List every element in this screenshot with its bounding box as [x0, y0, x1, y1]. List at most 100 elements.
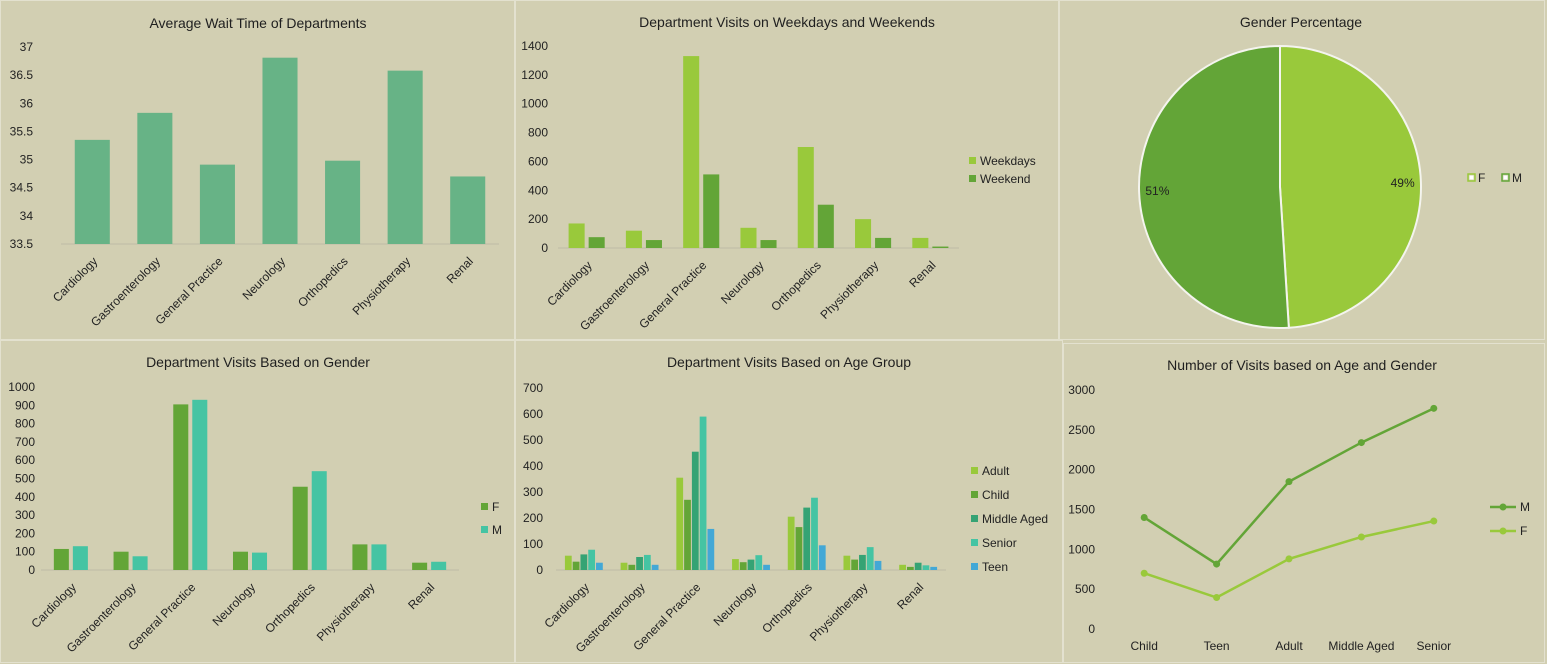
bar-teen-neurology	[763, 564, 770, 570]
legend-swatch-m	[481, 526, 488, 533]
bar-m-general-practice	[192, 399, 208, 570]
legend-label-senior: Senior	[982, 536, 1017, 550]
y-tick-label: 0	[1088, 622, 1095, 636]
bar-value-neurology	[262, 57, 298, 244]
legend-label-f: F	[1520, 524, 1527, 538]
category-label: Child	[1131, 639, 1158, 653]
bar-teen-orthopedics	[818, 545, 826, 570]
chart-title: Number of Visits based on Age and Gender	[1167, 357, 1437, 373]
category-label: Cardiology	[544, 258, 594, 308]
bar-child-cardiology	[572, 561, 580, 570]
legend-label-adult: Adult	[982, 464, 1010, 478]
chart-title: Gender Percentage	[1240, 14, 1362, 30]
chart-title: Department Visits on Weekdays and Weeken…	[639, 14, 935, 30]
category-label: Neurology	[210, 580, 259, 629]
bar-m-orthopedics	[311, 471, 327, 570]
category-label: Renal	[894, 580, 926, 612]
bar-middle-aged-gastroenterology	[636, 557, 643, 570]
bar-value-orthopedics	[325, 160, 361, 244]
category-label: Renal	[444, 254, 476, 286]
legend-swatch-m	[1501, 173, 1510, 182]
bar-value-cardiology	[74, 139, 110, 244]
bar-senior-renal	[922, 565, 930, 570]
category-label: Orthopedics	[262, 580, 318, 636]
point-f-senior	[1430, 517, 1438, 525]
bar-f-gastroenterology	[113, 551, 129, 570]
bar-middle-aged-physiotherapy	[859, 554, 866, 570]
bar-m-neurology	[252, 552, 268, 570]
bar-adult-physiotherapy	[843, 555, 851, 570]
point-m-adult	[1285, 478, 1293, 486]
bar-teen-general-practice	[707, 528, 715, 570]
category-label: Cardiology	[50, 254, 100, 304]
category-label: Neurology	[718, 258, 767, 307]
y-tick-label: 34.5	[10, 181, 34, 195]
y-tick-label: 1000	[521, 97, 548, 111]
category-label: Cardiology	[542, 580, 592, 630]
legend-swatch-weekdays	[969, 157, 976, 164]
bar-senior-orthopedics	[811, 497, 818, 570]
bar-senior-neurology	[755, 555, 763, 570]
bar-senior-general-practice	[699, 416, 707, 570]
bar-teen-physiotherapy	[874, 560, 882, 570]
y-tick-label: 1000	[8, 380, 35, 394]
category-label: Physiotherapy	[350, 254, 414, 318]
bar-adult-neurology	[732, 559, 739, 570]
pie-data-label-m: 51%	[1145, 184, 1169, 198]
legend-swatch-f	[481, 503, 488, 510]
category-label: Renal	[906, 258, 938, 290]
weekday-visits-chart: Department Visits on Weekdays and Weeken…	[521, 14, 1036, 333]
y-tick-label: 800	[15, 417, 35, 431]
y-tick-label: 1000	[1068, 542, 1095, 556]
point-m-senior	[1430, 404, 1438, 412]
bar-weekend-gastroenterology	[645, 240, 662, 248]
y-tick-label: 2000	[1068, 463, 1095, 477]
bar-adult-cardiology	[564, 555, 572, 570]
legend-label-m: M	[1520, 500, 1530, 514]
bar-weekdays-gastroenterology	[625, 230, 642, 248]
bar-f-general-practice	[173, 404, 189, 570]
y-tick-label: 3000	[1068, 383, 1095, 397]
y-tick-label: 100	[523, 537, 543, 551]
y-tick-label: 33.5	[10, 237, 34, 251]
legend-label-middle-aged: Middle Aged	[982, 512, 1048, 526]
y-tick-label: 1400	[521, 39, 548, 53]
category-label: Cardiology	[29, 580, 79, 630]
y-tick-label: 1200	[521, 68, 548, 82]
bar-child-renal	[906, 566, 914, 570]
bar-middle-aged-neurology	[747, 559, 755, 570]
legend-label-weekdays: Weekdays	[980, 154, 1036, 168]
bar-value-renal	[450, 176, 486, 244]
pie-slice-f	[1279, 44, 1422, 329]
bar-f-renal	[412, 562, 428, 570]
bar-adult-renal	[899, 564, 906, 570]
bar-weekend-physiotherapy	[875, 237, 892, 248]
bar-weekdays-physiotherapy	[855, 219, 872, 248]
chart-title: Average Wait Time of Departments	[149, 15, 366, 31]
gender-visits-chart-panel: Department Visits Based on Gender 0 100 200…	[0, 340, 515, 663]
bar-f-neurology	[232, 551, 248, 570]
legend-swatch-inner-f	[1469, 175, 1474, 180]
category-label: Neurology	[711, 580, 760, 629]
legend-swatch-middle-aged	[971, 515, 978, 522]
y-tick-label: 700	[15, 435, 35, 449]
bar-adult-orthopedics	[787, 516, 795, 570]
age-gender-line-chart-panel: Number of Visits based on Age and Gender…	[1063, 343, 1545, 663]
legend-swatch-senior	[971, 539, 978, 546]
category-label: Adult	[1275, 639, 1303, 653]
line-series-m	[1143, 407, 1435, 566]
category-label: Orthopedics	[768, 258, 824, 314]
bar-f-cardiology	[53, 548, 69, 570]
legend-label-f: F	[1478, 171, 1485, 185]
bar-child-gastroenterology	[628, 564, 636, 570]
category-label: Senior	[1416, 639, 1451, 653]
y-tick-label: 300	[15, 508, 35, 522]
bar-adult-gastroenterology	[620, 562, 628, 570]
y-tick-label: 400	[15, 490, 35, 504]
legend-swatch-teen	[971, 563, 978, 570]
bar-middle-aged-general-practice	[691, 451, 699, 570]
y-tick-label: 34	[20, 209, 34, 223]
bar-middle-aged-renal	[914, 562, 922, 570]
bar-child-neurology	[739, 562, 747, 570]
legend-label-m: M	[492, 523, 502, 537]
